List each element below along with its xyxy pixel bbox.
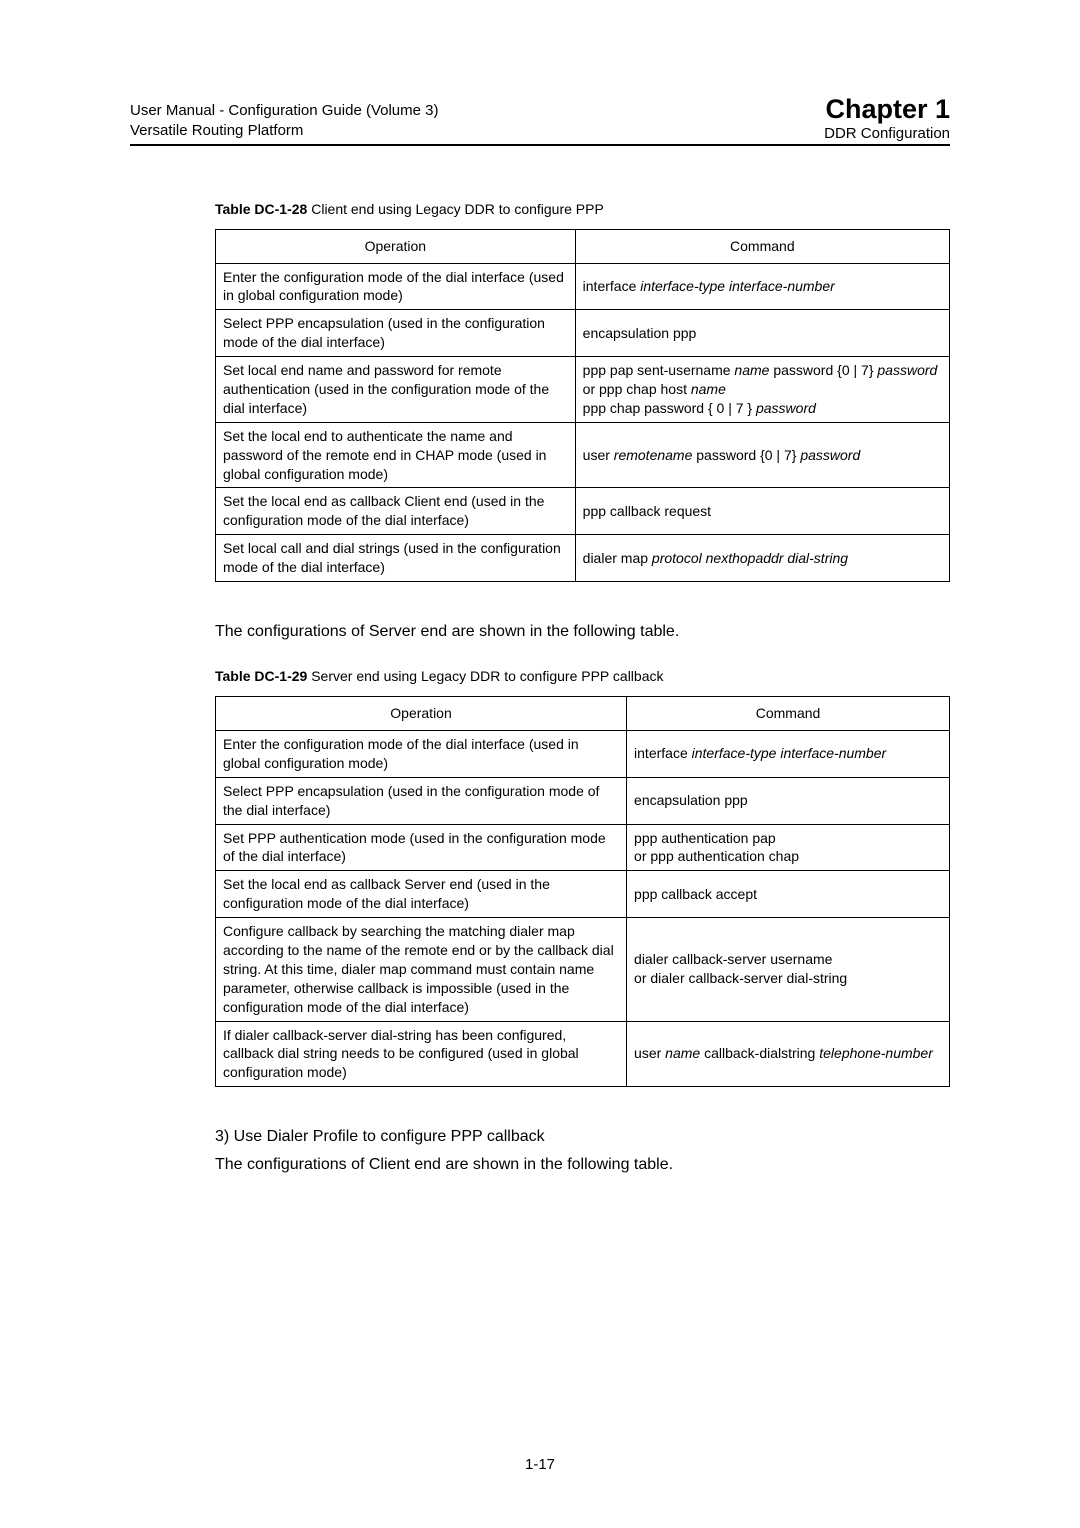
table2-caption: Table DC-1-29 Server end using Legacy DD… bbox=[215, 668, 950, 684]
table-row: Set the local end to authenticate the na… bbox=[216, 422, 950, 488]
table-row: Configure callback by searching the matc… bbox=[216, 918, 950, 1021]
op-cell: Select PPP encapsulation (used in the co… bbox=[216, 310, 576, 357]
table-row: Enter the configuration mode of the dial… bbox=[216, 730, 950, 777]
cmd-cell: ppp callback request bbox=[575, 488, 949, 535]
op-cell: Set the local end as callback Client end… bbox=[216, 488, 576, 535]
table-row: Set local end name and password for remo… bbox=[216, 357, 950, 423]
table1-caption-text: Client end using Legacy DDR to configure… bbox=[307, 201, 604, 217]
page-number: 1-17 bbox=[0, 1456, 1080, 1473]
op-cell: If dialer callback-server dial-string ha… bbox=[216, 1021, 627, 1087]
table-row: Enter the configuration mode of the dial… bbox=[216, 263, 950, 310]
table-row: Set the local end as callback Server end… bbox=[216, 871, 950, 918]
table-row: Set PPP authentication mode (used in the… bbox=[216, 824, 950, 871]
cmd-cell: dialer map protocol nexthopaddr dial-str… bbox=[575, 535, 949, 582]
cmd-cell: ppp authentication papor ppp authenticat… bbox=[627, 824, 950, 871]
cmd-cell: user name callback-dialstring telephone-… bbox=[627, 1021, 950, 1087]
cmd-cell: interface interface-type interface-numbe… bbox=[575, 263, 949, 310]
table1: Operation Command Enter the configuratio… bbox=[215, 229, 950, 582]
op-cell: Set the local end as callback Server end… bbox=[216, 871, 627, 918]
page-header: User Manual - Configuration Guide (Volum… bbox=[130, 95, 950, 146]
table-row: Select PPP encapsulation (used in the co… bbox=[216, 777, 950, 824]
op-cell: Set local end name and password for remo… bbox=[216, 357, 576, 423]
table1-caption: Table DC-1-28 Client end using Legacy DD… bbox=[215, 201, 950, 217]
table-row: If dialer callback-server dial-string ha… bbox=[216, 1021, 950, 1087]
footer-list-item: 3) Use Dialer Profile to configure PPP c… bbox=[215, 1125, 950, 1149]
table2-header-cmd: Command bbox=[627, 697, 950, 731]
table2-header-op: Operation bbox=[216, 697, 627, 731]
table-row: Set local call and dial strings (used in… bbox=[216, 535, 950, 582]
cmd-cell: encapsulation ppp bbox=[575, 310, 949, 357]
op-cell: Enter the configuration mode of the dial… bbox=[216, 263, 576, 310]
chapter-subtitle: DDR Configuration bbox=[824, 125, 950, 142]
cmd-cell: ppp callback accept bbox=[627, 871, 950, 918]
cmd-cell: encapsulation ppp bbox=[627, 777, 950, 824]
manual-title-1: User Manual - Configuration Guide (Volum… bbox=[130, 101, 438, 121]
op-cell: Select PPP encapsulation (used in the co… bbox=[216, 777, 627, 824]
table1-header-op: Operation bbox=[216, 229, 576, 263]
manual-title-2: Versatile Routing Platform bbox=[130, 121, 438, 141]
table-row: Set the local end as callback Client end… bbox=[216, 488, 950, 535]
header-right: Chapter 1 DDR Configuration bbox=[824, 95, 950, 142]
table1-header-cmd: Command bbox=[575, 229, 949, 263]
cmd-cell: user remotename password {0 | 7} passwor… bbox=[575, 422, 949, 488]
table2-caption-id: Table DC-1-29 bbox=[215, 668, 307, 684]
op-cell: Enter the configuration mode of the dial… bbox=[216, 730, 627, 777]
op-cell: Configure callback by searching the matc… bbox=[216, 918, 627, 1021]
page-content: Table DC-1-28 Client end using Legacy DD… bbox=[215, 201, 950, 1178]
op-cell: Set the local end to authenticate the na… bbox=[216, 422, 576, 488]
table1-caption-id: Table DC-1-28 bbox=[215, 201, 307, 217]
cmd-cell: dialer callback-server usernameor dialer… bbox=[627, 918, 950, 1021]
op-cell: Set PPP authentication mode (used in the… bbox=[216, 824, 627, 871]
table2-caption-text: Server end using Legacy DDR to configure… bbox=[307, 668, 663, 684]
op-cell: Set local call and dial strings (used in… bbox=[216, 535, 576, 582]
table2: Operation Command Enter the configuratio… bbox=[215, 696, 950, 1087]
cmd-cell: interface interface-type interface-numbe… bbox=[627, 730, 950, 777]
table-row: Select PPP encapsulation (used in the co… bbox=[216, 310, 950, 357]
mid-paragraph: The configurations of Server end are sho… bbox=[215, 620, 950, 644]
chapter-title: Chapter 1 bbox=[824, 95, 950, 125]
footer-paragraph: The configurations of Client end are sho… bbox=[215, 1153, 950, 1177]
cmd-cell: ppp pap sent-username name password {0 |… bbox=[575, 357, 949, 423]
header-left: User Manual - Configuration Guide (Volum… bbox=[130, 101, 438, 142]
